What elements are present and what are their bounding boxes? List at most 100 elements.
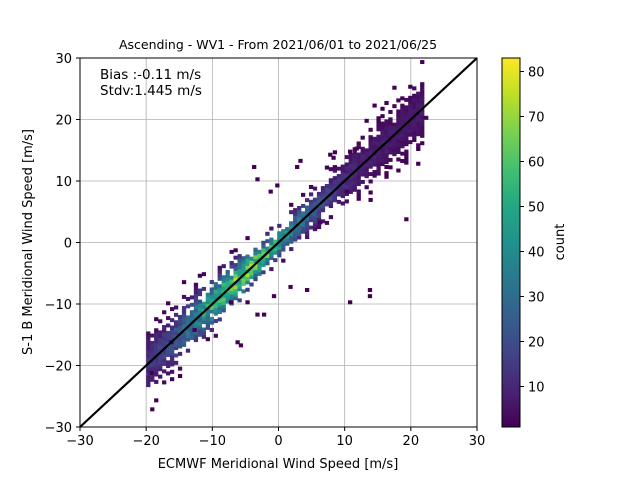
heatmap-cell bbox=[332, 168, 338, 173]
heatmap-cell bbox=[400, 151, 405, 156]
colorbar-tick-label: 70 bbox=[528, 111, 545, 126]
heatmap-cell bbox=[297, 231, 302, 236]
heatmap-cell bbox=[388, 146, 393, 151]
heatmap-cell bbox=[162, 358, 167, 363]
heatmap-cell bbox=[185, 348, 191, 353]
heatmap-cell bbox=[352, 180, 357, 185]
heatmap-cell bbox=[364, 118, 369, 123]
heatmap-cell bbox=[201, 272, 207, 277]
heatmap-cell bbox=[340, 186, 345, 191]
heatmap-cell bbox=[189, 328, 195, 333]
heatmap-cell bbox=[412, 97, 417, 102]
heatmap-cell bbox=[384, 148, 389, 153]
heatmap-cell bbox=[166, 334, 171, 339]
heatmap-cell bbox=[169, 369, 175, 374]
heatmap-cell bbox=[229, 294, 234, 299]
heatmap-cell bbox=[150, 363, 155, 368]
heatmap-cell bbox=[380, 106, 385, 111]
heatmap-cell bbox=[257, 268, 262, 273]
heatmap-cell bbox=[304, 231, 310, 236]
heatmap-cell bbox=[320, 219, 326, 224]
heatmap-cell bbox=[249, 282, 254, 287]
heatmap-cell bbox=[412, 134, 417, 139]
heatmap-cell bbox=[229, 279, 234, 284]
heatmap-cell bbox=[169, 358, 175, 363]
heatmap-cell bbox=[173, 353, 179, 358]
heatmap-cell bbox=[376, 171, 381, 176]
heatmap-cell bbox=[324, 191, 330, 196]
heatmap-cell bbox=[384, 100, 389, 105]
heatmap-cell bbox=[368, 142, 373, 147]
heatmap-cell bbox=[249, 260, 254, 265]
heatmap-cell bbox=[154, 365, 159, 370]
heatmap-cell bbox=[396, 135, 401, 140]
heatmap-cell bbox=[312, 227, 318, 232]
heatmap-cell-outlier bbox=[367, 288, 373, 292]
heatmap-cell bbox=[352, 184, 357, 189]
heatmap-cell bbox=[150, 407, 155, 412]
heatmap-cell bbox=[146, 353, 151, 358]
heatmap-cell bbox=[344, 169, 349, 174]
heatmap-cell bbox=[316, 225, 322, 230]
x-axis-ticks: −30 −20 −10 0 10 20 30 bbox=[66, 427, 485, 449]
heatmap-cell bbox=[169, 318, 175, 323]
x-tick-label: −30 bbox=[66, 434, 93, 449]
heatmap-cell bbox=[221, 297, 226, 302]
heatmap-cell-outlier bbox=[268, 189, 273, 194]
heatmap-cell bbox=[265, 257, 270, 262]
heatmap-cell bbox=[241, 282, 246, 286]
heatmap-cell bbox=[356, 193, 361, 198]
heatmap-cell bbox=[209, 287, 214, 292]
heatmap-cell bbox=[412, 104, 417, 109]
heatmap-cell bbox=[360, 154, 365, 159]
heatmap-cell bbox=[408, 99, 413, 104]
heatmap-cell bbox=[193, 334, 199, 339]
heatmap-cell bbox=[146, 368, 151, 373]
heatmap-cell bbox=[312, 219, 318, 224]
heatmap-cell bbox=[201, 316, 207, 321]
heatmap-cell bbox=[217, 287, 222, 292]
heatmap-cell bbox=[412, 130, 417, 135]
heatmap-cell bbox=[400, 136, 405, 141]
plot-area: −30 −20 −10 0 10 20 30 −30 −20 −10 0 10 20 30 bbox=[45, 52, 486, 449]
heatmap-cell bbox=[261, 270, 266, 275]
heatmap-cell bbox=[225, 269, 230, 274]
heatmap-cell bbox=[181, 324, 187, 329]
heatmap-cell bbox=[209, 280, 214, 285]
heatmap-cell bbox=[348, 160, 353, 165]
heatmap-cell bbox=[332, 183, 338, 188]
heatmap-cell bbox=[301, 203, 306, 208]
heatmap-cell bbox=[392, 141, 397, 146]
heatmap-cell bbox=[400, 122, 405, 127]
heatmap-cell bbox=[344, 180, 349, 185]
heatmap-cell bbox=[368, 161, 373, 166]
heatmap-cell bbox=[169, 347, 175, 352]
heatmap-cell bbox=[420, 122, 425, 127]
colorbar-tick-label: 60 bbox=[528, 156, 545, 171]
heatmap-cell bbox=[209, 309, 214, 314]
heatmap-cell bbox=[344, 199, 349, 204]
heatmap-cell bbox=[376, 127, 381, 132]
heatmap-cell bbox=[158, 352, 163, 357]
heatmap-cell bbox=[368, 197, 373, 202]
heatmap-cell-outlier bbox=[384, 165, 389, 169]
y-tick-label: 10 bbox=[55, 175, 72, 190]
heatmap-cell bbox=[360, 146, 365, 151]
heatmap-cell bbox=[400, 111, 405, 116]
heatmap-cell bbox=[150, 333, 155, 338]
heatmap-cell bbox=[249, 264, 254, 269]
heatmap-cell bbox=[368, 157, 373, 162]
heatmap-cell bbox=[162, 343, 167, 348]
heatmap-cell bbox=[348, 171, 353, 176]
heatmap-cell bbox=[217, 284, 222, 289]
heatmap-cell bbox=[265, 246, 270, 251]
heatmap-cell bbox=[265, 239, 270, 244]
heatmap-cell bbox=[213, 296, 218, 301]
heatmap-cell bbox=[197, 288, 203, 293]
heatmap-cell bbox=[372, 147, 377, 152]
heatmap-cell bbox=[312, 212, 318, 217]
heatmap-cell bbox=[154, 335, 159, 340]
heatmap-cell bbox=[420, 141, 425, 146]
heatmap-cell bbox=[400, 103, 405, 108]
heatmap-cell bbox=[162, 354, 167, 359]
